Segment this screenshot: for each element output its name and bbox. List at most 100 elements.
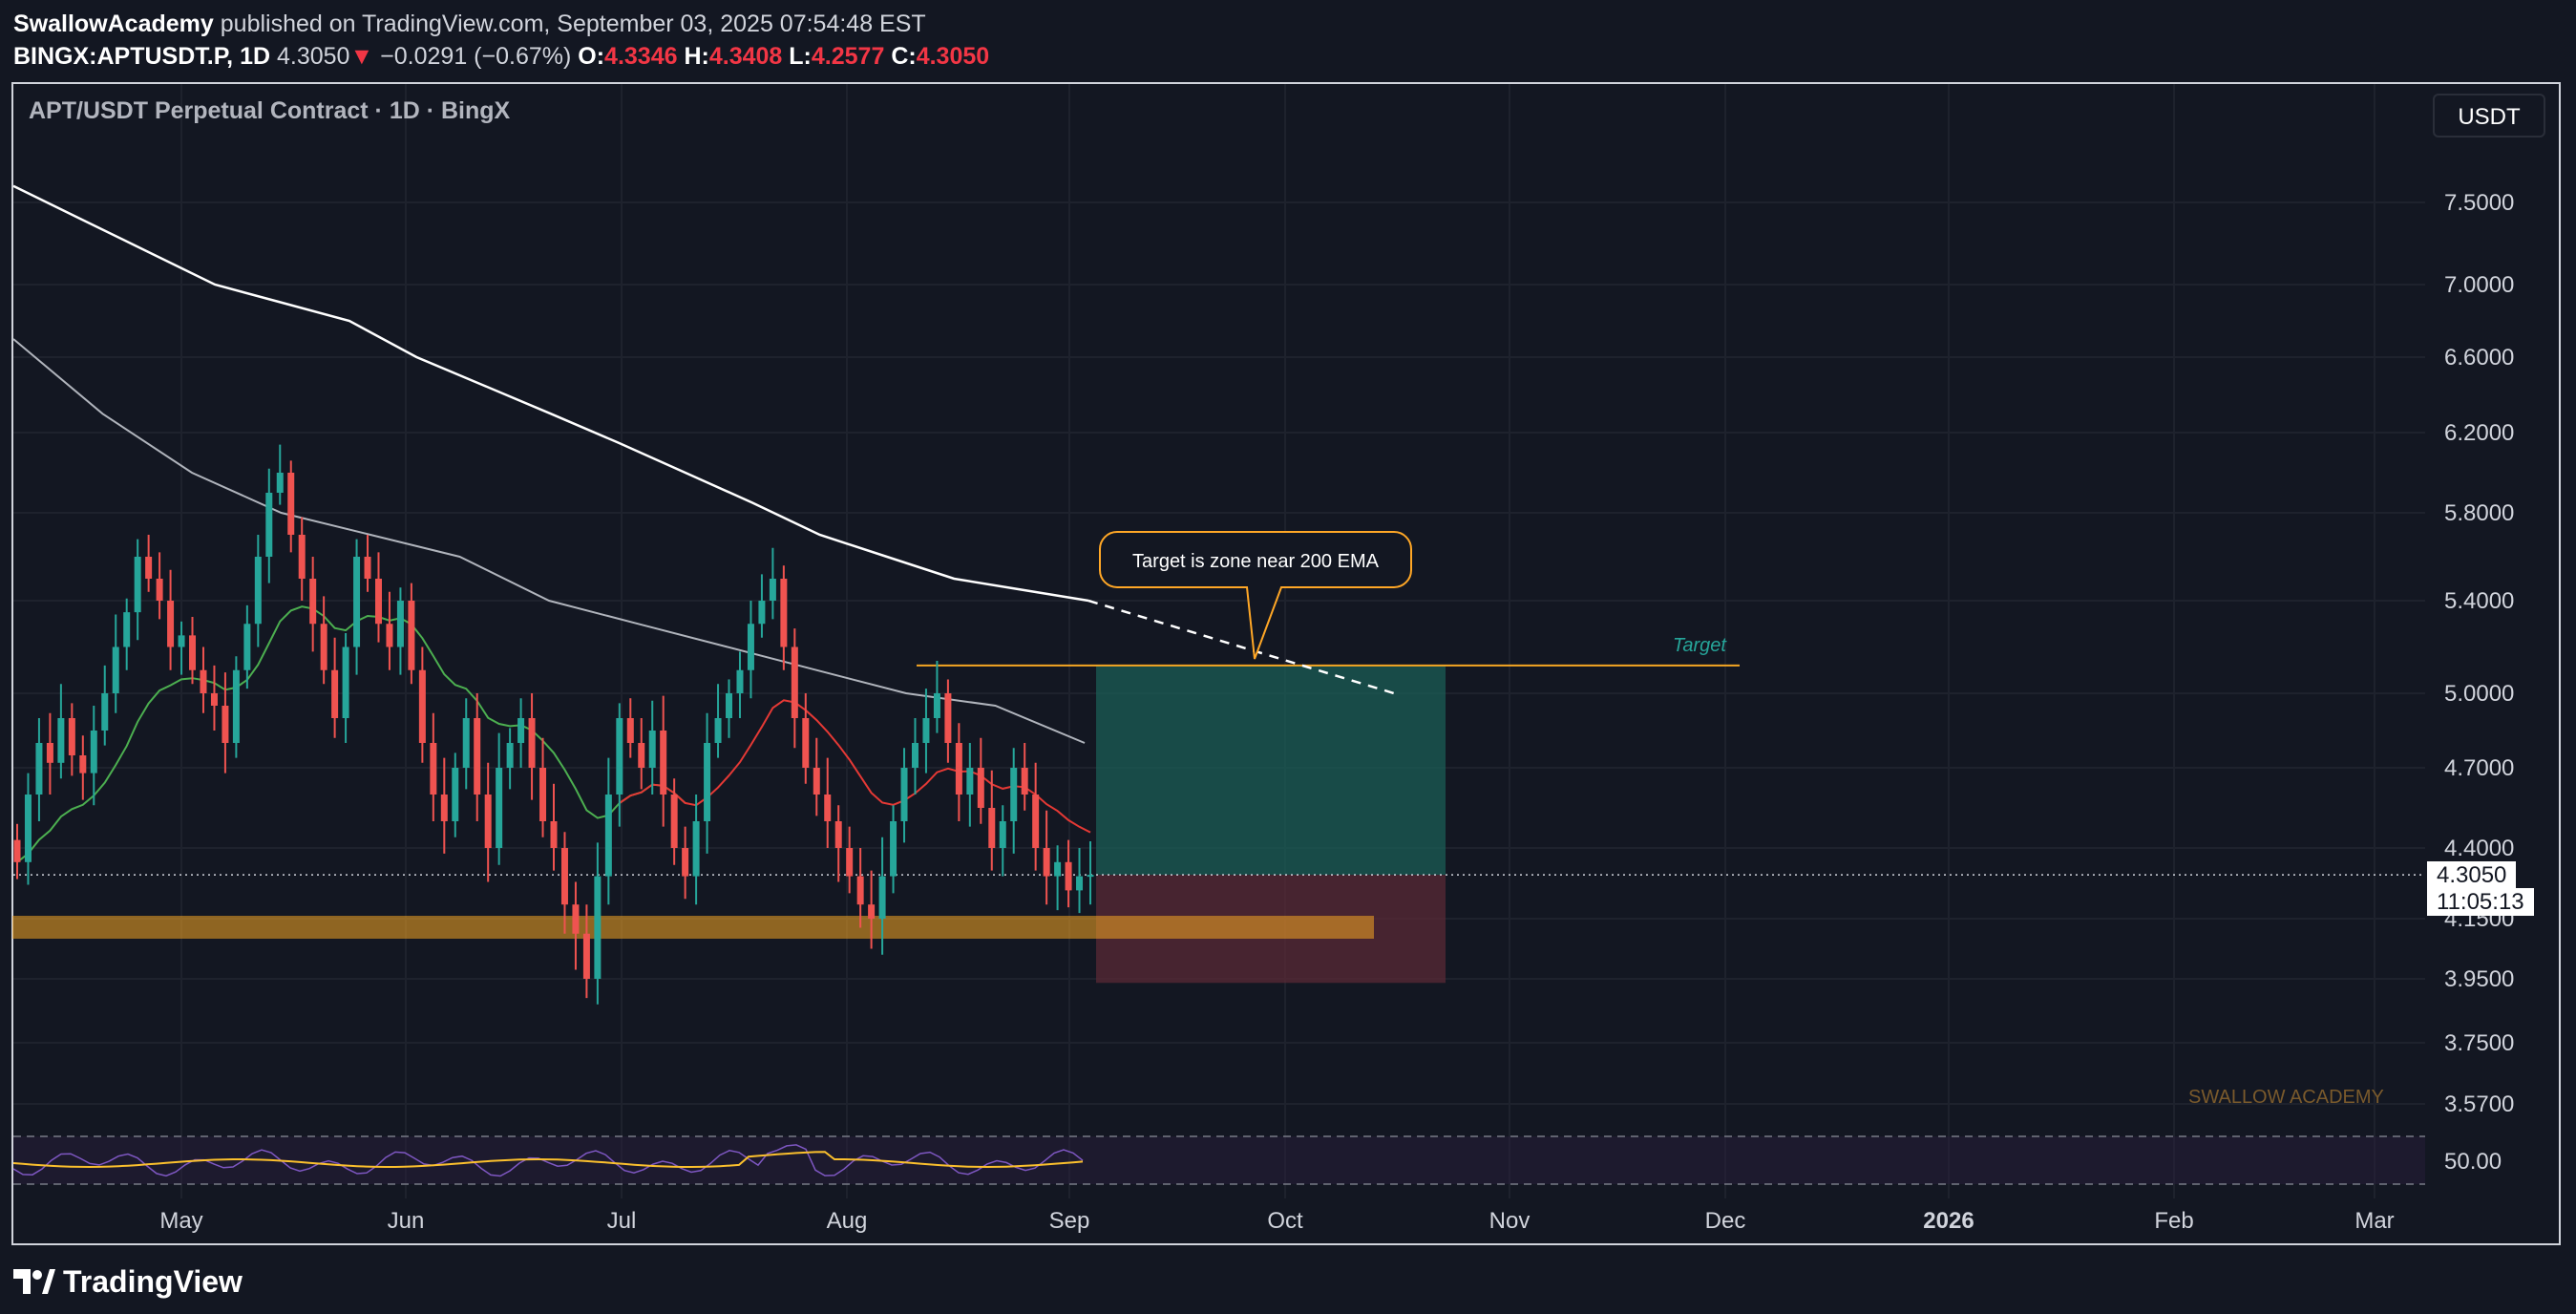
candle-body	[1032, 795, 1040, 848]
candle-body	[747, 624, 754, 670]
chart-header: SwallowAcademy published on TradingView.…	[13, 8, 989, 73]
price-tick-label: 4.7000	[2444, 755, 2514, 781]
candle-body	[660, 731, 667, 795]
candle-body	[178, 635, 185, 647]
tradingview-logo[interactable]: TradingView	[13, 1262, 243, 1301]
watermark-text: SWALLOW ACADEMY	[2188, 1087, 2384, 1108]
time-tick-label: Feb	[2154, 1208, 2193, 1234]
candle-body	[35, 743, 43, 795]
price-tick-label: 6.6000	[2444, 345, 2514, 371]
close-value: 4.3050	[916, 43, 990, 70]
candle-body	[452, 768, 459, 821]
candle-body	[145, 557, 153, 579]
candle-body	[287, 473, 295, 535]
candle-body	[539, 768, 547, 821]
change-arrow-icon: ▼	[349, 43, 374, 70]
candle-body	[24, 795, 32, 862]
tradingview-brand: TradingView	[63, 1263, 243, 1299]
candle-body	[309, 579, 317, 625]
last-price: 4.3050	[276, 43, 350, 70]
currency-button[interactable]: USDT	[2433, 94, 2545, 138]
rsi-band	[13, 1136, 2425, 1184]
candle-body	[977, 768, 984, 808]
candle-body	[364, 557, 371, 579]
grid-lines	[13, 84, 2425, 1198]
callout-text: Target is zone near 200 EMA	[1132, 551, 1380, 572]
candle-body	[440, 795, 448, 821]
candle-body	[824, 795, 832, 821]
candle-body	[167, 601, 175, 647]
candle-body	[528, 718, 536, 768]
time-axis[interactable]: May Jun Jul Aug Sep Oct Nov Dec 2026 Feb Mar	[159, 1208, 2394, 1234]
price-tick-label: 6.2000	[2444, 420, 2514, 446]
publish-info: SwallowAcademy published on TradingView.…	[13, 8, 989, 40]
candle-body	[692, 821, 700, 877]
close-label: C:	[891, 43, 917, 70]
price-tick-label: 5.8000	[2444, 500, 2514, 526]
support-zone	[12, 916, 1374, 939]
open-value: 4.3346	[604, 43, 678, 70]
candle-body	[846, 848, 854, 877]
ohlc-line: BINGX:APTUSDT.P, 1D 4.3050▼ −0.0291 (−0.…	[13, 40, 989, 73]
bar-countdown: 11:05:13	[2427, 888, 2534, 916]
low-value: 4.2577	[811, 43, 885, 70]
chart-legend-title[interactable]: APT/USDT Perpetual Contract · 1D · BingX	[29, 97, 511, 124]
candle-body	[944, 693, 952, 743]
candle-body	[386, 624, 393, 647]
candle-body	[966, 768, 974, 795]
candle-body	[813, 768, 820, 795]
time-tick-label: Jun	[388, 1208, 425, 1234]
candle-body	[648, 731, 656, 768]
ema-lines	[12, 184, 1395, 863]
price-change: −0.0291 (−0.67%)	[380, 43, 572, 70]
candle-body	[189, 635, 197, 670]
candle-body	[922, 718, 930, 743]
chart-frame[interactable]	[11, 82, 2561, 1245]
rsi-pane	[12, 1135, 2425, 1185]
candle-body	[933, 693, 940, 718]
candle-body	[396, 601, 404, 647]
high-value: 4.3408	[708, 43, 783, 70]
candle-body	[780, 579, 788, 647]
candle-body	[254, 557, 262, 625]
candle-body	[890, 821, 897, 877]
price-tick-label: 3.5700	[2444, 1091, 2514, 1117]
candle-body	[462, 718, 470, 768]
ema-fast-green-line	[16, 605, 686, 863]
candle-body	[911, 743, 918, 768]
candle-body	[582, 933, 590, 979]
publisher-name[interactable]: SwallowAcademy	[13, 11, 214, 37]
candle-body	[484, 795, 492, 848]
candle-body	[616, 718, 623, 795]
time-tick-label: Oct	[1267, 1208, 1303, 1234]
annotations: Target Target is zone near 200 EMA SWALL…	[1099, 531, 2384, 1108]
tradingview-icon	[13, 1269, 55, 1294]
candle-body	[1021, 768, 1028, 795]
last-price-tag: 4.3050	[2427, 861, 2517, 889]
candle-body	[714, 718, 722, 743]
candle-body	[626, 718, 634, 743]
candle-body	[791, 646, 798, 718]
time-tick-label: Aug	[827, 1208, 868, 1234]
rsi-ma-line	[12, 1151, 1084, 1169]
candle-body	[374, 579, 382, 625]
candle-body	[418, 669, 426, 743]
time-tick-label: Jul	[607, 1208, 637, 1234]
ema100-line	[12, 338, 1086, 744]
candle-body	[704, 743, 711, 821]
candle-body	[900, 768, 908, 821]
candle-body	[594, 876, 602, 979]
target-zone	[1096, 665, 1446, 876]
price-tick-label: 7.5000	[2444, 190, 2514, 216]
candle-body	[834, 821, 842, 848]
candle-body	[79, 755, 87, 774]
symbol-label: BINGX:APTUSDT.P, 1D	[13, 43, 271, 70]
candle-body	[550, 821, 558, 848]
candle-body	[134, 557, 141, 613]
candle-body	[243, 624, 251, 670]
time-tick-label: Nov	[1489, 1208, 1531, 1234]
price-axis[interactable]: 7.5000 7.0000 6.6000 6.2000 5.8000 5.4000 5.00…	[2444, 190, 2514, 1175]
candle-body	[210, 693, 218, 706]
price-tick-label: 3.9500	[2444, 966, 2514, 992]
